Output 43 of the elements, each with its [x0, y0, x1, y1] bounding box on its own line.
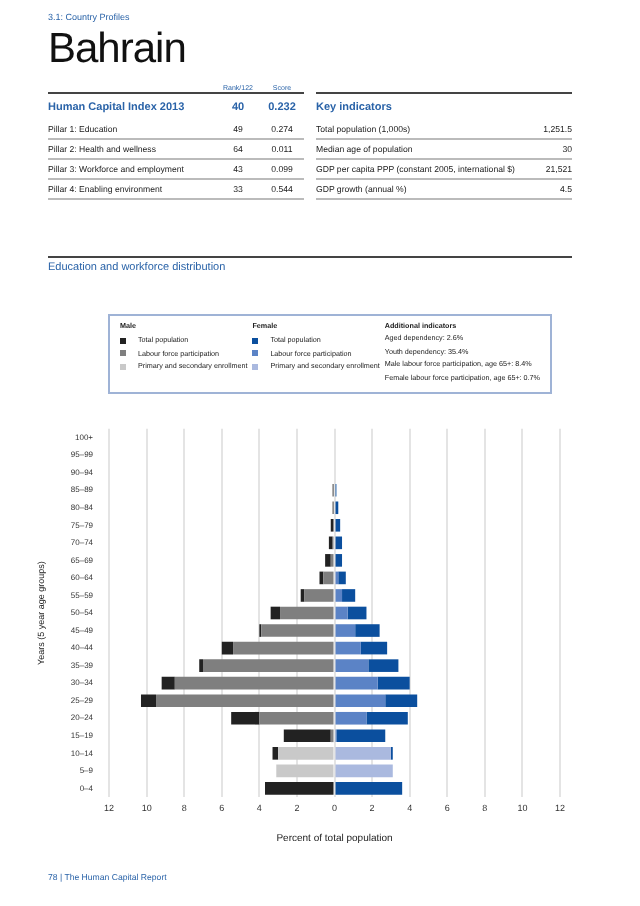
bar	[335, 782, 403, 795]
bar	[335, 764, 393, 778]
bar	[259, 711, 334, 725]
bar	[325, 554, 331, 567]
bar	[335, 676, 378, 690]
bar	[335, 747, 391, 760]
bar	[283, 729, 331, 743]
bar	[161, 676, 175, 690]
bar	[323, 571, 334, 585]
bar	[276, 764, 334, 778]
bar	[355, 624, 380, 637]
bar	[335, 624, 356, 637]
bar	[335, 554, 343, 567]
bar	[174, 676, 334, 690]
bar	[338, 571, 346, 585]
bar	[304, 589, 334, 602]
text: Bahrain	[48, 26, 188, 74]
bar	[342, 589, 356, 602]
bar	[272, 747, 279, 760]
bar	[265, 782, 334, 795]
bar	[347, 606, 367, 620]
bar	[335, 606, 348, 620]
bar	[140, 694, 157, 708]
bar	[261, 624, 334, 637]
bar	[335, 659, 369, 672]
bar	[203, 659, 334, 672]
bar	[156, 694, 334, 708]
bar	[231, 711, 260, 725]
bar	[360, 641, 388, 655]
bar	[368, 659, 399, 672]
bar	[335, 641, 361, 655]
bar	[366, 711, 408, 725]
bar	[335, 711, 367, 725]
bar	[336, 729, 386, 743]
bar	[221, 641, 234, 655]
bar	[280, 606, 334, 620]
bar	[335, 589, 343, 602]
bar	[233, 641, 334, 655]
bar	[377, 676, 410, 690]
bar	[278, 747, 334, 760]
bar	[335, 694, 386, 708]
bar	[270, 606, 281, 620]
bar	[385, 694, 418, 708]
